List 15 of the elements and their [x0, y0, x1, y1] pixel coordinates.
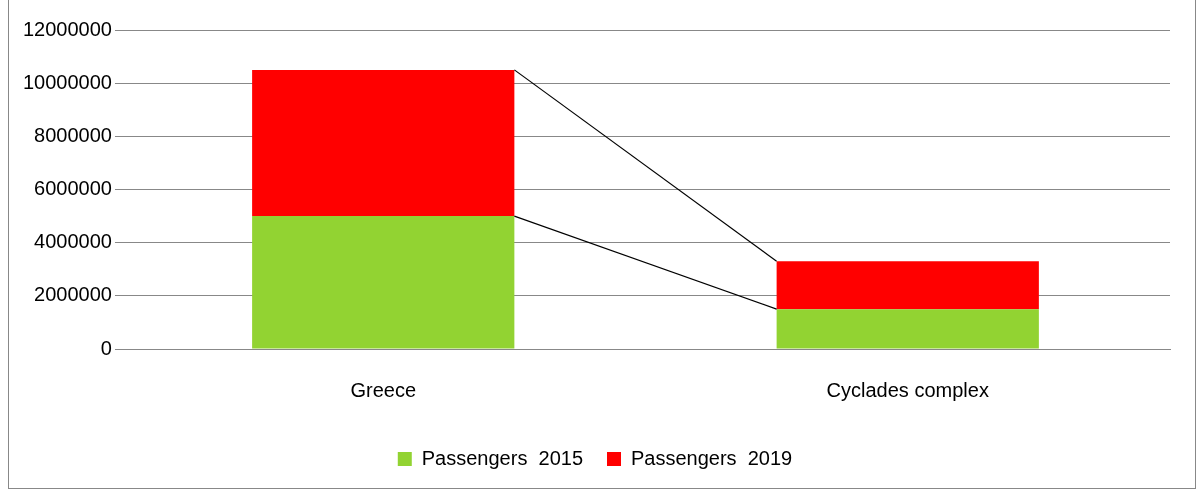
- y-tick-label: 0: [100, 336, 112, 359]
- bar: [776, 261, 1039, 310]
- y-tick-label: 12000000: [23, 17, 112, 40]
- legend-label: Passengers 2019: [631, 446, 793, 469]
- x-tick-label: Cyclades complex: [826, 378, 989, 401]
- bar: [776, 309, 1039, 349]
- legend-label: Passengers 2015: [421, 446, 584, 469]
- bar: [252, 216, 515, 349]
- y-tick-label: 8000000: [34, 123, 112, 146]
- y-tick-label: 10000000: [23, 70, 112, 93]
- bar: [252, 69, 515, 217]
- x-tick-label: Greece: [350, 378, 417, 401]
- y-tick-label: 6000000: [34, 177, 112, 200]
- y-tick-label: 2000000: [34, 283, 112, 306]
- y-tick-label: 4000000: [34, 230, 112, 253]
